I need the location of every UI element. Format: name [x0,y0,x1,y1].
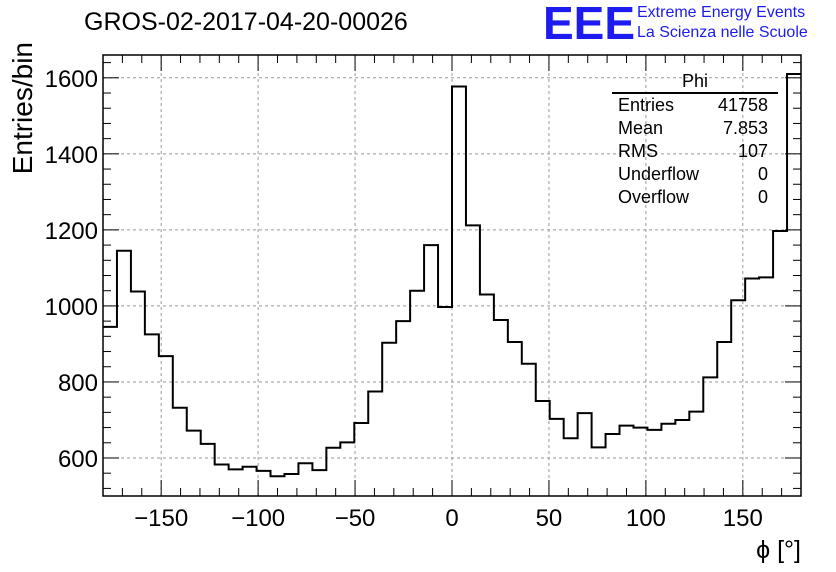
histogram-bin [187,431,201,496]
histogram-bin [480,295,494,496]
stats-label: Overflow [618,187,690,207]
histogram-bin [354,423,368,496]
stats-label: Mean [618,118,664,138]
stats-row-mean: Mean 7.853 [610,117,778,140]
stats-value: 7.853 [722,118,768,138]
histogram-bin [229,469,243,496]
eee-text-line1: Extreme Energy Events [637,4,806,21]
stats-value: 0 [757,187,768,207]
stats-row-underflow: Underflow 0 [610,163,778,186]
histogram-bin [536,401,550,496]
stats-row-overflow: Overflow 0 [610,186,778,209]
x-tick-label: 150 [723,505,763,532]
histogram-bin [703,377,717,496]
x-tick-label: 100 [626,505,666,532]
histogram-bin [745,279,759,496]
histogram-bin [145,334,159,496]
histogram-bin [494,320,508,496]
histogram-bin [675,420,689,496]
stats-box: Phi Entries 41758 Mean 7.853 RMS 107 Und… [610,70,778,209]
y-tick-label: 800 [58,370,98,397]
histogram-bin [215,464,229,496]
histogram-bin [159,356,173,496]
histogram-bin [396,321,410,496]
stats-value: 107 [737,141,768,161]
y-tick-label: 1400 [45,142,98,169]
x-axis-label: ϕ [°] [756,536,801,564]
stats-label: Underflow [618,164,700,184]
histogram-bin [452,87,466,496]
stats-value: 0 [757,164,768,184]
histogram-bin [326,448,340,496]
y-tick-label: 600 [58,446,98,473]
eee-logo: EEE [543,0,636,49]
histogram-bin [731,300,745,496]
histogram-bin [466,225,480,496]
histogram-bin [410,291,424,496]
x-tick-label: 50 [536,505,563,532]
histogram-bin [522,364,536,496]
chart-title: GROS-02-2017-04-20-00026 [84,8,408,36]
histogram-bin [661,424,675,496]
x-tick-label: −150 [134,505,188,532]
x-tick-label: −100 [231,505,285,532]
eee-text-line2: La Scienza nelle Scuole [637,24,808,41]
y-tick-label: 1600 [45,66,98,93]
histogram-bin [717,342,731,496]
histogram-bin [131,291,145,496]
histogram-bin [647,430,661,496]
histogram-bin [257,471,271,496]
histogram-bin [284,474,298,496]
histogram-bin [201,444,215,496]
histogram-bin [368,391,382,496]
stats-row-rms: RMS 107 [610,140,778,163]
y-tick-label: 1000 [45,294,98,321]
histogram-bin [620,426,634,496]
histogram-bin [592,447,606,496]
histogram-bin [173,408,187,496]
x-tick-label: −50 [335,505,376,532]
stats-label: RMS [618,141,658,161]
stats-value: 41758 [717,95,768,115]
y-axis-label: Entries/bin [7,42,38,174]
histogram-bin [312,470,326,496]
histogram-bin [382,343,396,496]
histogram-bin [103,327,117,496]
histogram-bin [438,307,452,496]
y-tick-label: 1200 [45,218,98,245]
histogram-bin [508,342,522,496]
histogram-outline [103,73,801,478]
histogram-bin [773,231,787,496]
histogram-bin [787,74,801,496]
histogram-bin [564,438,578,496]
histogram-bin [578,413,592,496]
histogram-bin [633,428,647,496]
histogram-bin [243,467,257,496]
histogram-bin [424,245,438,496]
stats-box-title: Phi [612,70,778,94]
histogram-bin [117,251,131,496]
histogram-bin [550,419,564,496]
x-tick-label: 0 [445,505,458,532]
histogram-bin [606,434,620,496]
histogram-bin [689,412,703,496]
histogram-bin [298,463,312,496]
stats-label: Entries [618,95,675,115]
histogram-bin [340,442,354,496]
stats-row-entries: Entries 41758 [610,94,778,117]
histogram-bin [759,277,773,496]
